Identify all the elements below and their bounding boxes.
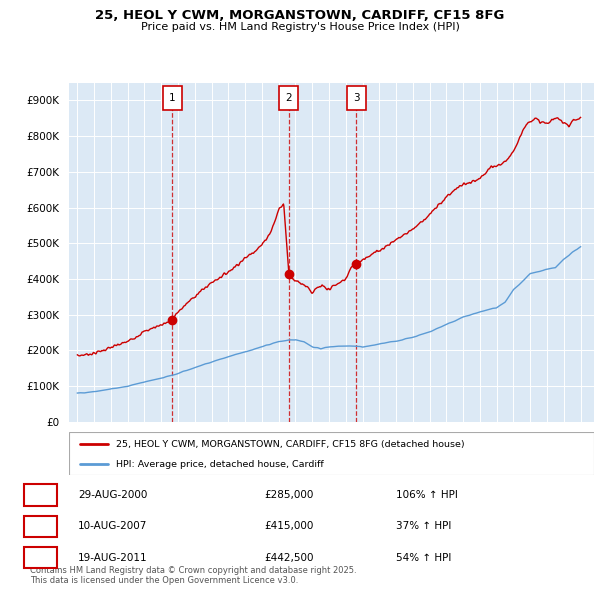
Text: £415,000: £415,000 xyxy=(264,522,313,531)
Text: 2: 2 xyxy=(36,520,45,533)
Text: HPI: Average price, detached house, Cardiff: HPI: Average price, detached house, Card… xyxy=(116,460,324,469)
Text: 37% ↑ HPI: 37% ↑ HPI xyxy=(396,522,451,531)
FancyBboxPatch shape xyxy=(69,432,594,475)
Text: 19-AUG-2011: 19-AUG-2011 xyxy=(78,553,148,562)
FancyBboxPatch shape xyxy=(280,86,298,110)
Text: £285,000: £285,000 xyxy=(264,490,313,500)
Text: Contains HM Land Registry data © Crown copyright and database right 2025.
This d: Contains HM Land Registry data © Crown c… xyxy=(30,566,356,585)
Text: Price paid vs. HM Land Registry's House Price Index (HPI): Price paid vs. HM Land Registry's House … xyxy=(140,22,460,32)
Text: 3: 3 xyxy=(36,551,45,564)
Text: 10-AUG-2007: 10-AUG-2007 xyxy=(78,522,148,531)
Text: 29-AUG-2000: 29-AUG-2000 xyxy=(78,490,148,500)
Text: £442,500: £442,500 xyxy=(264,553,314,562)
Text: 54% ↑ HPI: 54% ↑ HPI xyxy=(396,553,451,562)
Text: 2: 2 xyxy=(286,93,292,103)
Text: 1: 1 xyxy=(169,93,176,103)
Text: 3: 3 xyxy=(353,93,359,103)
FancyBboxPatch shape xyxy=(163,86,182,110)
Text: 106% ↑ HPI: 106% ↑ HPI xyxy=(396,490,458,500)
Text: 25, HEOL Y CWM, MORGANSTOWN, CARDIFF, CF15 8FG: 25, HEOL Y CWM, MORGANSTOWN, CARDIFF, CF… xyxy=(95,9,505,22)
FancyBboxPatch shape xyxy=(347,86,366,110)
Text: 1: 1 xyxy=(36,489,45,502)
Text: 25, HEOL Y CWM, MORGANSTOWN, CARDIFF, CF15 8FG (detached house): 25, HEOL Y CWM, MORGANSTOWN, CARDIFF, CF… xyxy=(116,440,465,449)
